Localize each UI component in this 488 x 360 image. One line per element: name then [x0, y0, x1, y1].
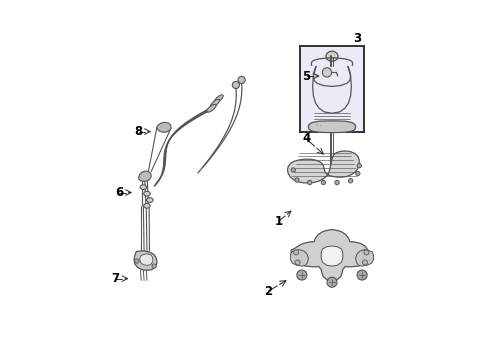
Ellipse shape — [146, 198, 153, 202]
Polygon shape — [134, 251, 157, 270]
Circle shape — [356, 270, 366, 280]
Circle shape — [334, 180, 339, 185]
Text: 7: 7 — [111, 272, 119, 285]
Polygon shape — [157, 122, 171, 132]
Circle shape — [355, 171, 359, 176]
Circle shape — [294, 178, 298, 182]
Circle shape — [307, 180, 311, 185]
Circle shape — [238, 76, 244, 84]
Circle shape — [152, 264, 156, 268]
Ellipse shape — [143, 203, 150, 208]
Circle shape — [293, 250, 298, 255]
Text: 5: 5 — [302, 69, 310, 82]
Circle shape — [296, 270, 306, 280]
Text: 3: 3 — [353, 32, 361, 45]
Circle shape — [362, 260, 367, 265]
Polygon shape — [139, 171, 151, 181]
Circle shape — [326, 277, 336, 287]
Circle shape — [322, 68, 331, 77]
Circle shape — [356, 163, 361, 168]
Ellipse shape — [143, 191, 150, 196]
Polygon shape — [287, 151, 359, 183]
Ellipse shape — [214, 95, 223, 103]
Circle shape — [135, 259, 139, 263]
Polygon shape — [355, 249, 373, 266]
Ellipse shape — [206, 104, 216, 112]
Circle shape — [321, 180, 325, 185]
Circle shape — [363, 250, 368, 255]
Circle shape — [290, 168, 295, 172]
Ellipse shape — [325, 51, 337, 61]
Text: - -: - - — [316, 123, 321, 128]
Circle shape — [232, 81, 239, 89]
Circle shape — [348, 179, 352, 183]
Text: 1: 1 — [274, 215, 282, 228]
Text: 6: 6 — [115, 186, 123, 199]
Text: 2: 2 — [264, 285, 272, 298]
Text: 4: 4 — [302, 132, 310, 145]
Text: 8: 8 — [134, 125, 142, 138]
Polygon shape — [321, 246, 342, 266]
Ellipse shape — [210, 99, 219, 107]
Ellipse shape — [140, 185, 146, 189]
Polygon shape — [290, 229, 368, 281]
Polygon shape — [308, 121, 355, 133]
Polygon shape — [290, 249, 308, 266]
FancyBboxPatch shape — [300, 45, 363, 132]
Polygon shape — [140, 254, 152, 265]
Circle shape — [294, 260, 300, 265]
